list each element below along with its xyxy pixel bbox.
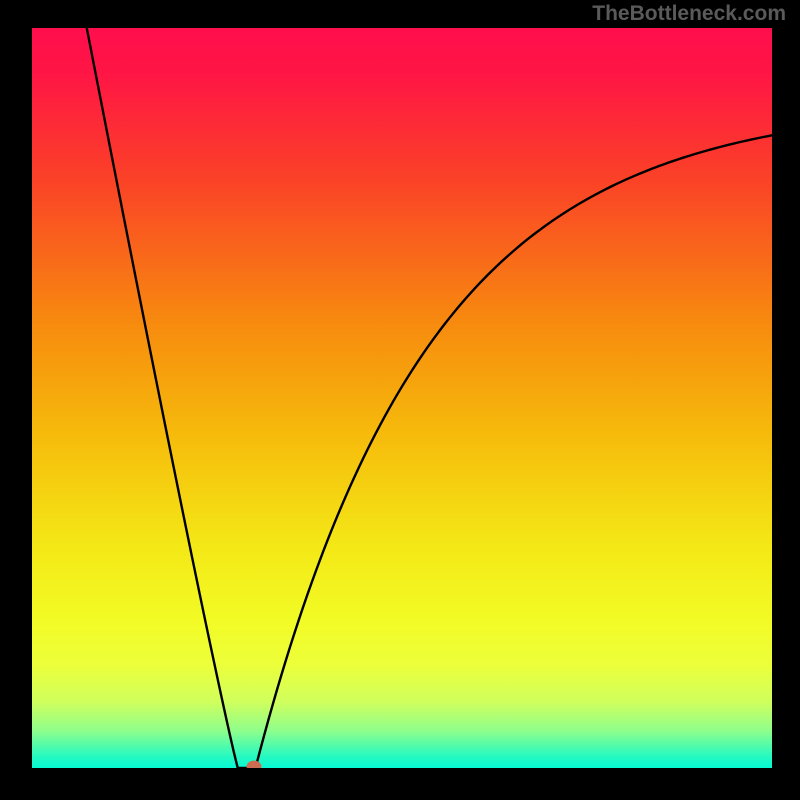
chart-plot-area (32, 28, 772, 768)
chart-svg (32, 28, 772, 768)
chart-frame: TheBottleneck.com (0, 0, 800, 800)
chart-background (32, 28, 772, 768)
watermark-text: TheBottleneck.com (592, 2, 786, 26)
